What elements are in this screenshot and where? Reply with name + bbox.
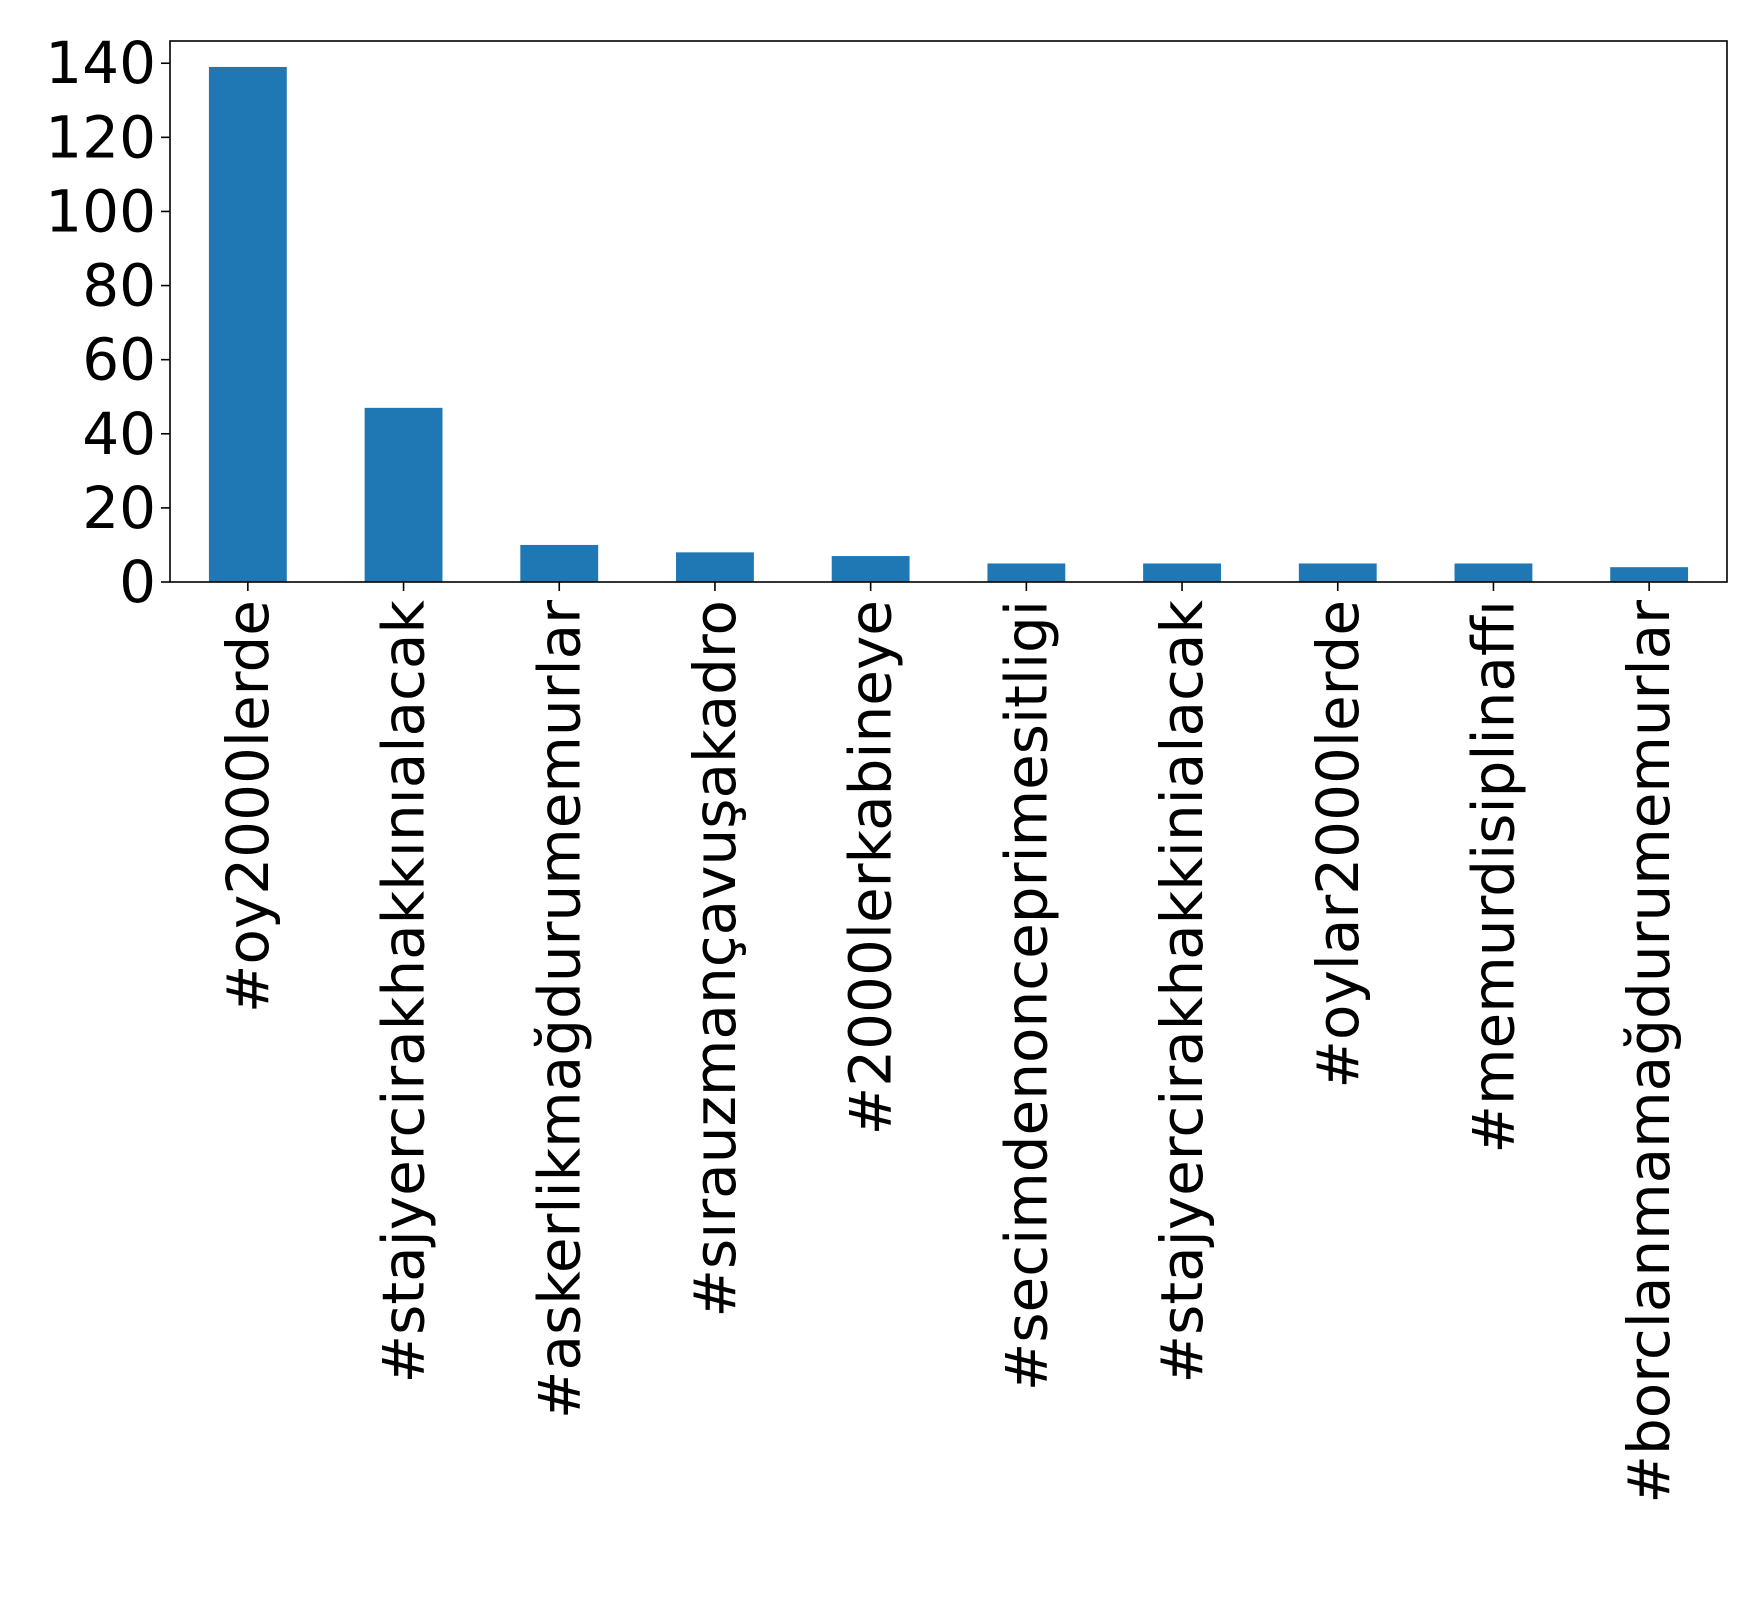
bar xyxy=(520,544,599,582)
x-tick-label: #stajyercirakhakkinialacak xyxy=(1148,600,1216,1384)
x-tick-label: #secimdenonceprimesitligi xyxy=(992,600,1060,1391)
y-tick-label: 120 xyxy=(45,103,156,171)
y-tick-label: 60 xyxy=(82,326,156,394)
bar xyxy=(676,552,754,582)
bar xyxy=(1454,563,1533,582)
y-tick-label: 20 xyxy=(82,474,156,542)
bar xyxy=(1298,563,1377,582)
x-tick-label: #askerlikmağdurumemurlar xyxy=(525,600,593,1419)
x-axis: #oy2000lerde #stajyercirakhakkınıalacak #a… xyxy=(214,582,1683,1504)
plot-frame xyxy=(169,40,1728,583)
bar xyxy=(364,407,443,582)
bar xyxy=(208,66,287,582)
y-tick-label: 100 xyxy=(45,177,156,245)
x-tick-label: #borclanmamağdurumemurlar xyxy=(1615,600,1683,1504)
bar xyxy=(1143,563,1221,582)
x-tick-label: #memurdisiplinaffı xyxy=(1459,600,1527,1154)
bars-layer xyxy=(208,66,1689,582)
y-tick-label: 80 xyxy=(82,252,156,320)
x-tick-label: #2000lerkabineye xyxy=(837,600,905,1135)
y-tick-label: 40 xyxy=(82,400,156,468)
y-tick-label: 140 xyxy=(45,29,156,97)
y-tick-label: 0 xyxy=(119,548,156,616)
x-tick-label: #oy2000lerde xyxy=(214,600,282,1013)
x-tick-label: #stajyercirakhakkınıalacak xyxy=(370,600,438,1384)
x-tick-label: #oylar2000lerde xyxy=(1304,600,1372,1089)
bar xyxy=(987,563,1066,582)
bar xyxy=(831,556,910,582)
bar xyxy=(1610,567,1689,582)
x-tick-label: #sırauzmançavuşakadro xyxy=(681,600,749,1318)
